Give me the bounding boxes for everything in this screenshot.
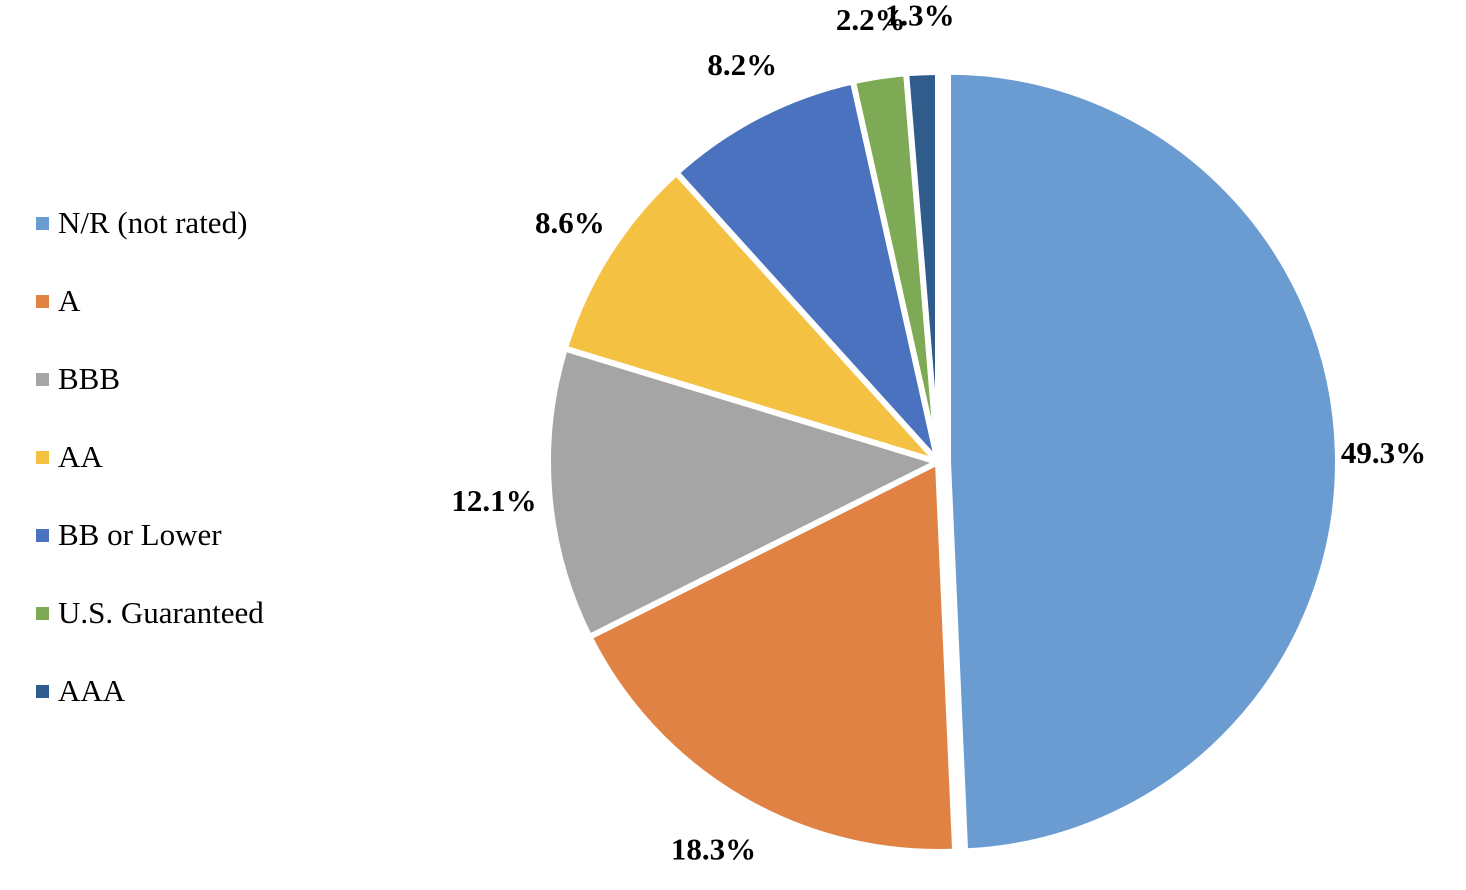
legend-label: U.S. Guaranteed <box>58 595 264 630</box>
pie-slice-aa <box>561 169 941 465</box>
legend-item-us-guaranteed: U.S. Guaranteed <box>36 574 264 652</box>
pie-slice-bbb <box>545 345 941 640</box>
legend-item-a: A <box>36 262 264 340</box>
pie-slice-n-r-not-rated <box>944 68 1341 855</box>
pie-slices <box>545 68 1341 855</box>
legend-label: AAA <box>58 673 126 708</box>
legend-item-bb-or-lower: BB or Lower <box>36 496 264 574</box>
legend-swatch <box>36 450 49 464</box>
legend-label: A <box>58 283 81 318</box>
legend-label: BB or Lower <box>58 517 222 552</box>
legend-item-aaa: AAA <box>36 652 264 730</box>
legend-swatch <box>36 216 49 230</box>
legend-label: BBB <box>58 361 121 396</box>
legend-swatch <box>36 684 49 698</box>
legend-swatch <box>36 606 49 620</box>
data-label-bbb: 12.1% <box>451 483 536 518</box>
legend-swatch <box>36 528 49 542</box>
pie-slice-a <box>586 459 959 855</box>
legend-item-not-rated: N/R (not rated) <box>36 184 264 262</box>
data-label-u-s-guaranteed: 2.2% <box>836 2 906 37</box>
data-label-bb-or-lower: 8.2% <box>707 47 777 82</box>
legend: N/R (not rated) A BBB AA BB or Lower U.S… <box>36 184 264 730</box>
data-label-aaa: 1.3% <box>885 0 955 32</box>
legend-swatch <box>36 294 49 308</box>
legend-item-bbb: BBB <box>36 340 264 418</box>
data-label-n-r-not-rated: 49.3% <box>1341 435 1426 470</box>
legend-swatch <box>36 372 49 386</box>
legend-label: N/R (not rated) <box>58 205 248 240</box>
data-label-a: 18.3% <box>671 831 756 866</box>
pie-slice-aaa <box>903 69 941 465</box>
legend-item-aa: AA <box>36 418 264 496</box>
data-label-aa: 8.6% <box>535 205 605 240</box>
legend-label: AA <box>58 439 103 474</box>
data-labels: 49.3% 18.3% 12.1% 8.6% 8.2% 2.2%1.3% <box>451 0 1426 866</box>
